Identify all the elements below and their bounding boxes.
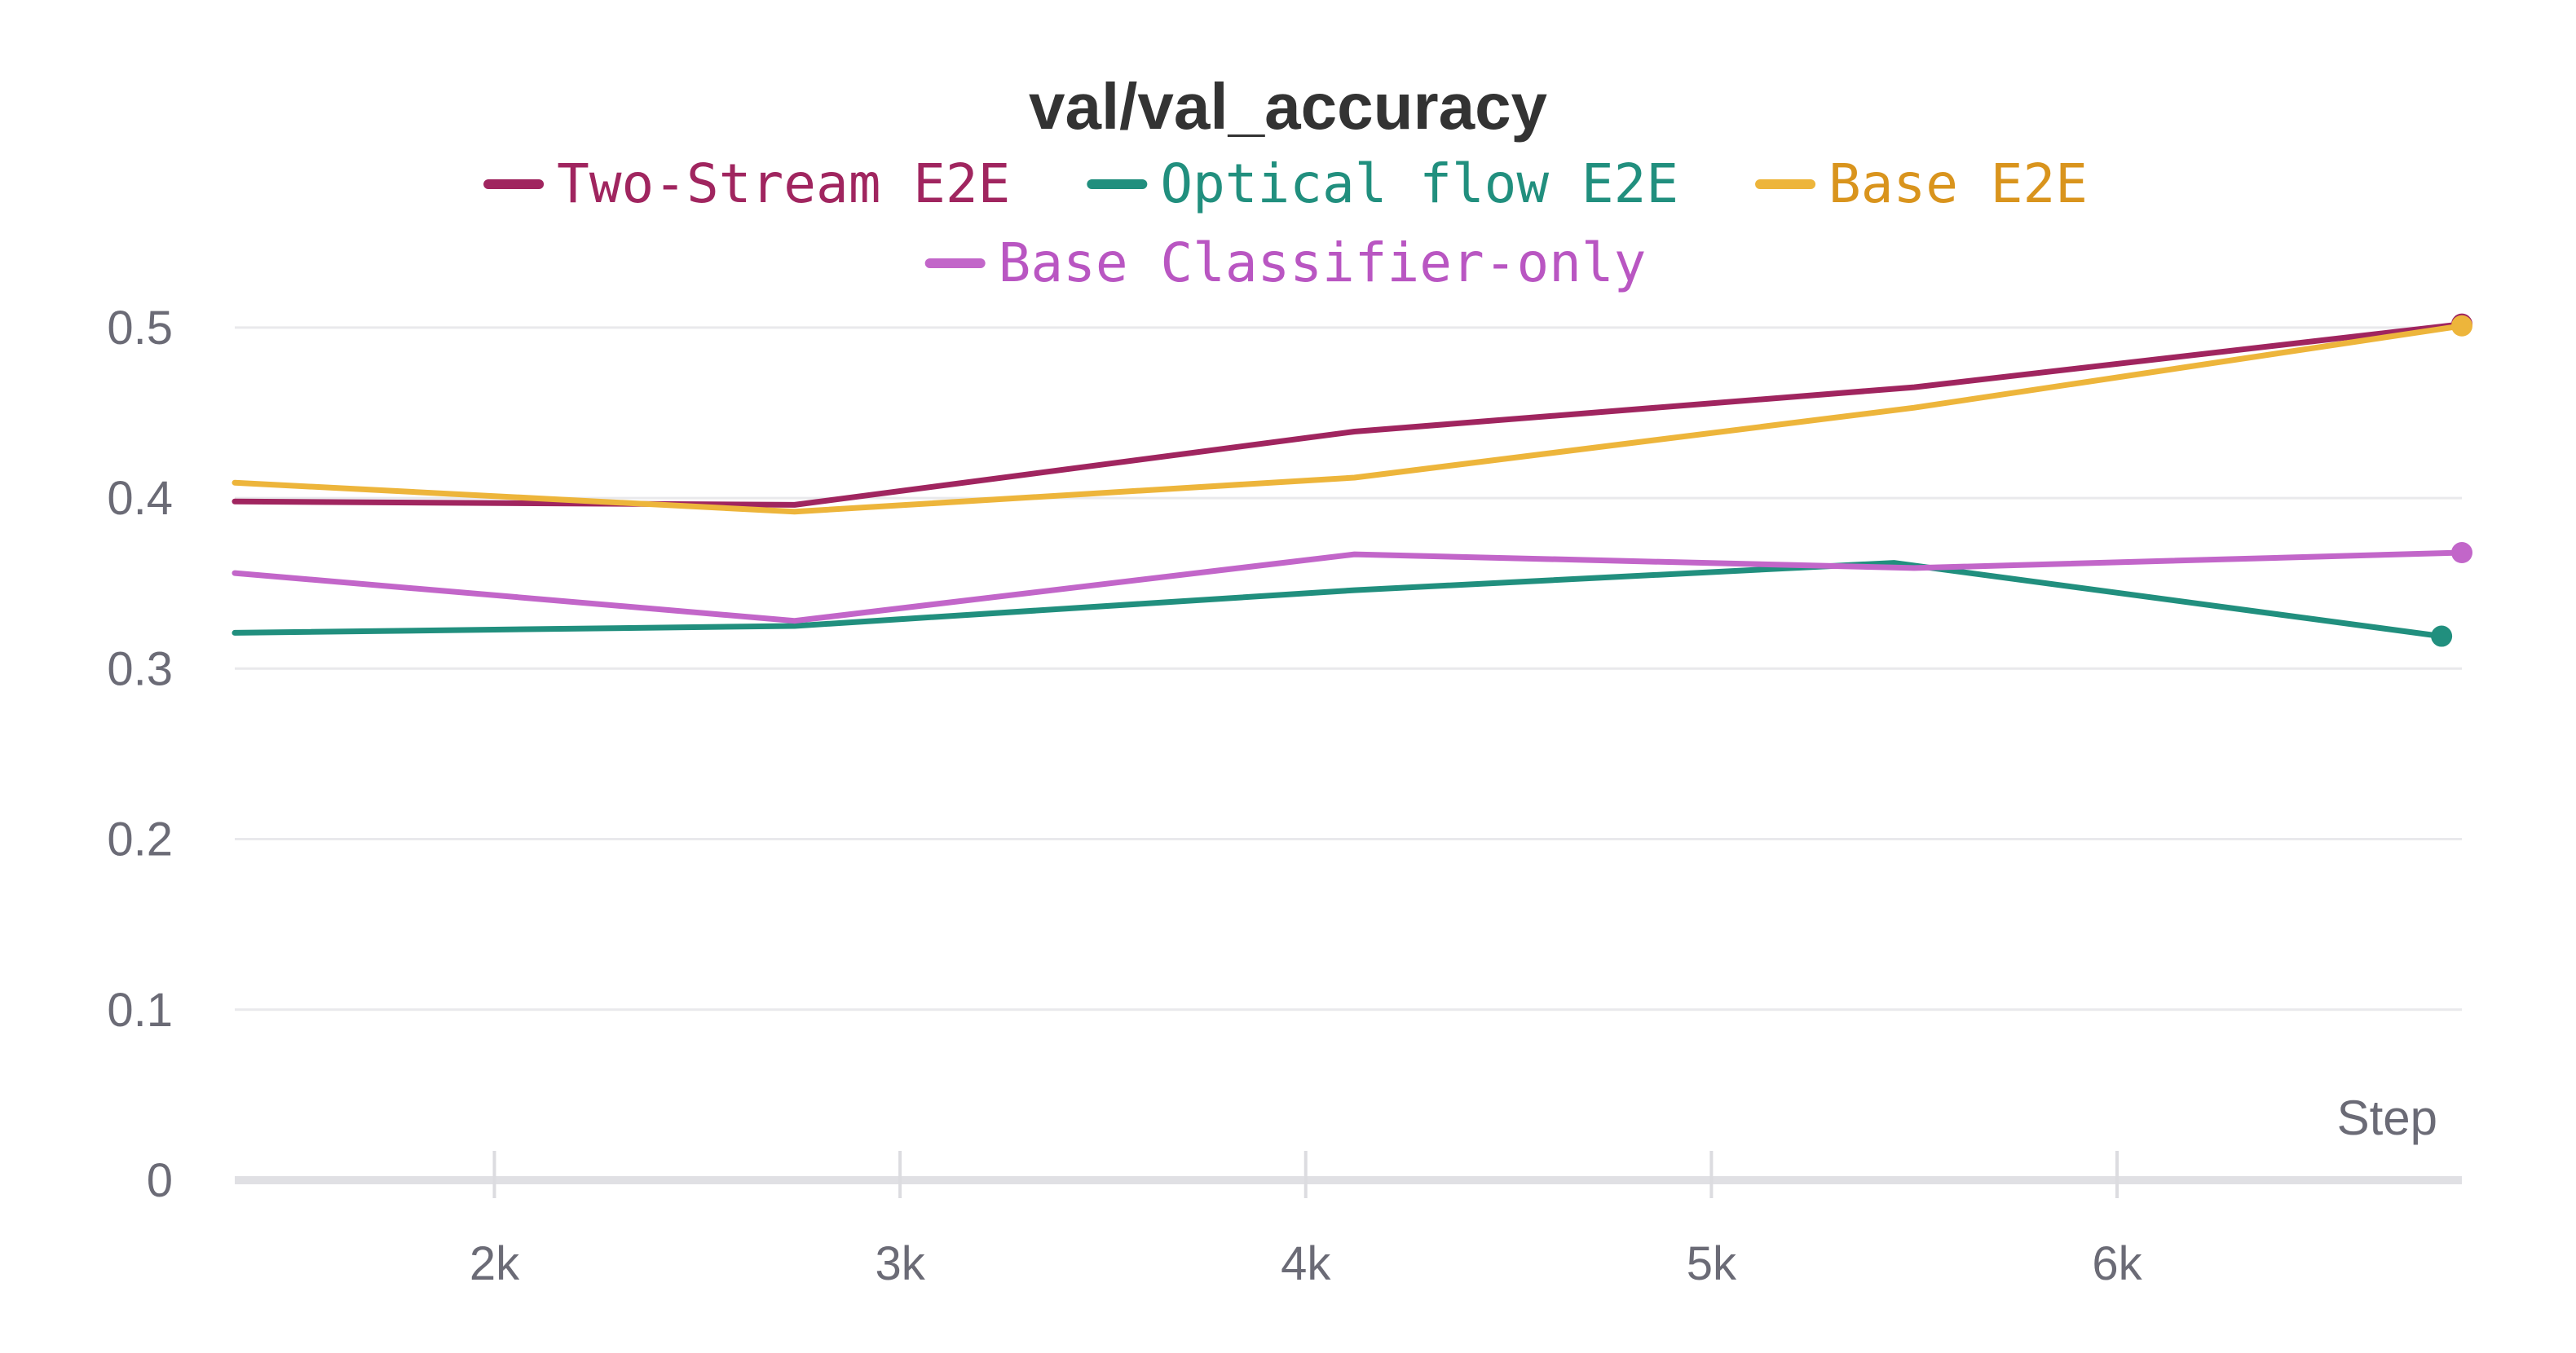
legend-item-optical-flow-e2e[interactable]: Optical flow E2E [1087,152,1678,215]
series-lines [232,313,2472,647]
series-line-optical-flow-e2e [232,560,2445,640]
x-axis: 2k 3k 4k 5k 6k [235,1151,2462,1290]
series-line-base-e2e [232,323,2465,515]
x-tick-label: 4k [1281,1237,1331,1290]
chart-title: val/val_accuracy [1029,70,1548,143]
legend-label: Optical flow E2E [1160,152,1678,215]
x-tick-label: 5k [1687,1237,1737,1290]
y-tick-label: 0.5 [107,302,173,355]
y-tick-label: 0.2 [107,813,173,866]
legend-label: Base Classifier-only [999,231,1647,294]
legend-item-base-classifier-only[interactable]: Base Classifier-only [924,231,1647,294]
y-tick-label: 0.3 [107,642,173,695]
series-end-marker-base-e2e [2451,315,2472,337]
x-tick-label: 3k [875,1237,925,1290]
y-tick-label: 0.1 [107,984,173,1037]
legend-item-two-stream-e2e[interactable]: Two-Stream E2E [483,152,1010,215]
y-tick-label: 0 [147,1154,173,1207]
x-tick-label: 2k [470,1237,520,1290]
series-end-marker-optical-flow-e2e [2431,625,2453,647]
y-axis-ticks: 0 0.1 0.2 0.3 0.4 0.5 [107,302,173,1207]
x-tick-label: 6k [2092,1237,2142,1290]
legend: Two-Stream E2E Optical flow E2E Base E2E Ba… [483,152,2088,294]
legend-item-base-e2e[interactable]: Base E2E [1755,152,2088,215]
grid-lines [235,326,2462,1011]
series-line-base-classifier-only [232,549,2465,624]
x-axis-label: Step [2337,1091,2437,1145]
series-end-marker-base-classifier-only [2451,542,2472,564]
y-tick-label: 0.4 [107,472,173,525]
legend-label: Base E2E [1828,152,2088,215]
legend-label: Two-Stream E2E [557,152,1010,215]
